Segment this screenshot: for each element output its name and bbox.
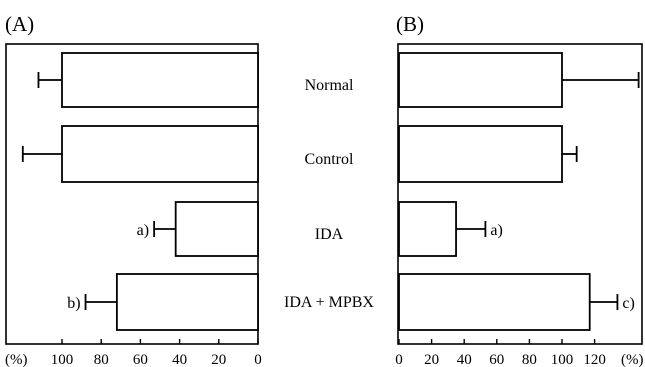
tick-label-a-1: 80 (94, 352, 109, 367)
tick-label-b-3: 60 (489, 352, 504, 367)
panel-a-frame (5, 43, 259, 345)
bar-a-3 (115, 273, 259, 331)
bar-b-1 (398, 125, 563, 183)
unit-label-b: (%) (621, 352, 644, 367)
panel-b-plot: a) c) 0 20 40 60 80 100 120 (%) (395, 52, 644, 367)
category-label-normal: Normal (305, 77, 354, 94)
tick-label-a-0: 100 (51, 352, 74, 367)
category-label-ida: IDA (315, 226, 344, 243)
tick-label-a-2: 60 (133, 352, 148, 367)
tick-label-a-3: 40 (172, 352, 187, 367)
significance-label-a-2: a) (137, 222, 149, 239)
bar-a-2 (174, 201, 259, 257)
tick-label-b-0: 0 (395, 352, 403, 367)
bar-a-1 (61, 125, 259, 183)
bar-b-2 (398, 201, 457, 257)
bar-a-0 (61, 52, 259, 108)
tick-label-a-4: 20 (211, 352, 226, 367)
bar-b-0 (398, 52, 563, 108)
significance-label-a-3: b) (67, 295, 80, 312)
significance-label-b-2: a) (490, 222, 502, 239)
significance-label-b-3: c) (622, 295, 634, 312)
unit-label-a: (%) (5, 352, 28, 367)
category-label-ida-mpbx: IDA + MPBX (284, 294, 374, 311)
panel-b-frame (397, 43, 643, 345)
panel-b-label: (B) (396, 12, 424, 36)
tick-label-b-1: 20 (424, 352, 439, 367)
panel-a-plot: a) b) 100 80 60 40 20 0 (%) (5, 52, 262, 367)
bar-b-3 (398, 273, 591, 331)
tick-label-b-5: 100 (551, 352, 574, 367)
panel-a-label: (A) (5, 12, 34, 36)
tick-label-b-4: 80 (522, 352, 537, 367)
category-label-control: Control (305, 151, 354, 168)
category-labels: Normal Control IDA IDA + MPBX (284, 77, 374, 311)
tick-label-a-5: 0 (254, 352, 262, 367)
tick-label-b-2: 40 (457, 352, 472, 367)
tick-label-b-6: 120 (583, 352, 606, 367)
